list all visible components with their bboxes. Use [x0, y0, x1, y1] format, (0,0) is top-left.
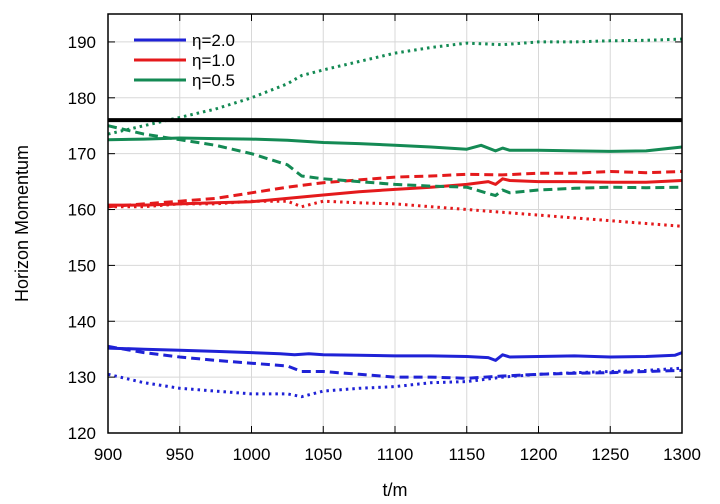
legend: η=2.0η=1.0η=0.5: [134, 31, 235, 90]
y-tick-label: 160: [68, 201, 96, 220]
legend-label: η=1.0: [192, 51, 235, 70]
y-tick-labels: 120 130 140 150 160 170 180 190: [68, 33, 96, 443]
x-tick-labels: 900 950 1000 1050 1100 1150 1200 1250 1300: [94, 445, 701, 464]
x-tick-label: 1000: [233, 445, 271, 464]
x-tick-label: 1300: [663, 445, 701, 464]
y-tick-label: 180: [68, 89, 96, 108]
legend-label: η=2.0: [192, 31, 235, 50]
y-axis-title: Horizon Momentum: [12, 145, 32, 302]
series-line-2.0-dashed: [107, 344, 683, 380]
axis-ticks: [107, 14, 683, 434]
series-line-0.5-dashed: [107, 124, 683, 198]
series-line-2.0-solid: [107, 346, 683, 362]
x-tick-label: 950: [166, 445, 194, 464]
y-tick-label: 120: [68, 424, 96, 443]
x-tick-label: 1250: [591, 445, 629, 464]
series-line-1.0-dashed: [107, 170, 683, 209]
x-tick-label: 1050: [304, 445, 342, 464]
y-tick-label: 150: [68, 256, 96, 275]
series-line-0.5-dotted: [107, 37, 683, 136]
legend-label: η=0.5: [192, 71, 235, 90]
series-line-0.5-solid: [107, 136, 683, 153]
series-line-2.0-dotted: [107, 366, 683, 399]
x-tick-label: 900: [94, 445, 122, 464]
y-tick-label: 190: [68, 33, 96, 52]
y-tick-label: 140: [68, 312, 96, 331]
x-tick-label: 1100: [377, 445, 414, 464]
series-layer: [107, 37, 683, 399]
series-line-1.0-solid: [108, 177, 683, 207]
x-axis-title: t/m: [383, 480, 408, 500]
y-tick-label: 130: [68, 368, 96, 387]
series-line-1.0-dotted: [108, 199, 683, 228]
y-tick-label: 170: [68, 145, 96, 164]
x-tick-label: 1150: [448, 445, 485, 464]
x-tick-label: 1200: [520, 445, 558, 464]
